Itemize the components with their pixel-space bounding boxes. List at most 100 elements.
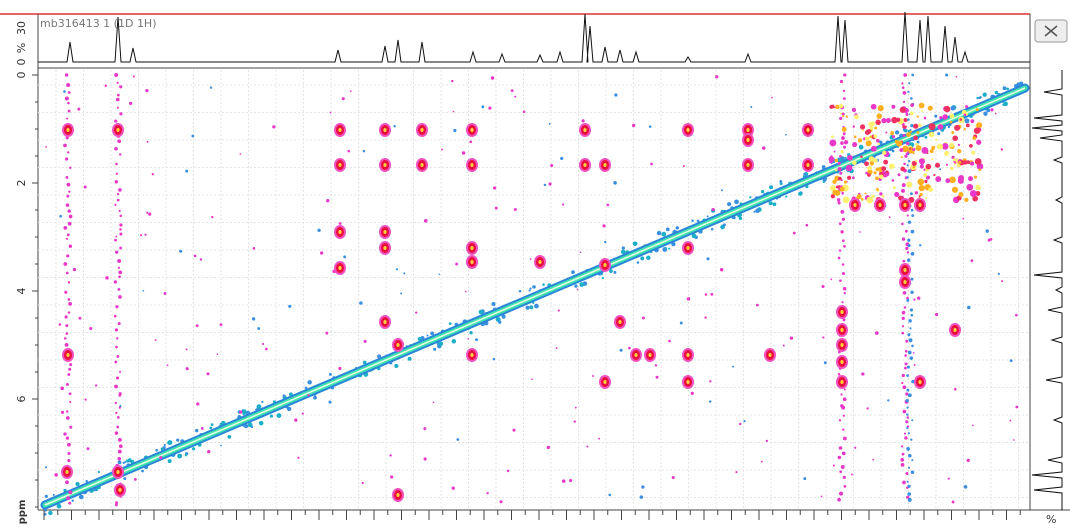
streak-dot (905, 112, 909, 116)
streak-dot (115, 411, 118, 415)
streak-dot (114, 180, 119, 184)
streak-dot (906, 413, 909, 416)
noise-dot (598, 437, 601, 440)
cluster-dot (906, 132, 911, 137)
noise-dot (264, 347, 268, 351)
streak-dot (902, 409, 907, 414)
streak-dot (67, 209, 71, 213)
streak-dot (839, 171, 843, 175)
noise-dot (939, 116, 943, 120)
noise-dot (735, 470, 738, 474)
streak-dot (901, 183, 906, 188)
noise-dot (347, 149, 351, 153)
streak-dot (69, 400, 72, 403)
contour-dot (528, 289, 531, 292)
streak-dot (114, 238, 117, 242)
cross-peak-core (66, 353, 70, 357)
streak-dot (64, 290, 68, 294)
cross-peak-core (338, 128, 342, 132)
cross-peak-core (338, 163, 342, 167)
cluster-dot (970, 161, 975, 166)
streak-dot (67, 91, 71, 94)
cluster-dot (958, 160, 962, 164)
noise-dot (755, 303, 759, 307)
contour-dot (924, 135, 928, 139)
cluster-dot (935, 138, 938, 142)
streak-dot (842, 132, 846, 136)
cluster-dot (871, 194, 875, 199)
cross-peak-core (470, 353, 474, 357)
noise-dot (211, 215, 214, 219)
streak-dot (117, 456, 122, 461)
contour-dot (52, 493, 55, 497)
cross-peak-core (338, 230, 342, 234)
noise-dot (467, 338, 470, 340)
cluster-dot (847, 155, 853, 161)
streak-dot (906, 164, 909, 167)
contour-dot (117, 460, 122, 465)
contour-dot (601, 277, 605, 280)
cluster-dot (973, 175, 978, 179)
streak-dot (839, 470, 843, 474)
cluster-dot (976, 139, 982, 145)
contour-dot (307, 380, 312, 385)
streak-dot (66, 194, 70, 198)
noise-dot (338, 366, 342, 371)
cross-peak-core (648, 353, 652, 357)
cluster-dot (927, 105, 933, 111)
cross-peak-core (686, 353, 690, 357)
streak-dot (906, 388, 910, 392)
noise-dot (128, 101, 133, 105)
streak-dot (115, 376, 120, 380)
noise-dot (987, 238, 991, 242)
noise-dot (650, 162, 653, 166)
noise-dot (216, 353, 219, 355)
cluster-dot (876, 113, 882, 119)
cluster-dot (917, 123, 922, 128)
noise-dot (550, 164, 554, 168)
noise-dot (343, 255, 347, 259)
streak-dot (118, 406, 121, 409)
cross-peak-core (383, 320, 387, 324)
noise-dot (288, 304, 292, 308)
noise-dot (492, 357, 496, 361)
noise-dot (395, 268, 399, 271)
cluster-dot (832, 179, 837, 184)
cross-peak-core (396, 343, 400, 347)
streak-dot (68, 190, 71, 193)
contour-dot (78, 494, 84, 500)
streak-dot (902, 134, 906, 137)
noise-dot (765, 439, 769, 443)
noise-dot (805, 223, 809, 227)
streak-dot (67, 442, 71, 447)
noise-dot (919, 244, 922, 247)
streak-dot (843, 145, 847, 149)
contour-dot (532, 285, 536, 289)
noise-dot (359, 301, 363, 305)
streak-dot (841, 136, 845, 140)
cluster-dot (894, 139, 899, 144)
streak-dot (66, 117, 69, 120)
streak-dot (67, 311, 71, 314)
cluster-dot (925, 175, 931, 180)
noise-dot (499, 500, 503, 504)
contour-dot (738, 216, 743, 221)
cross-peak-core (116, 470, 120, 474)
contours (40, 73, 1030, 516)
streak-dot (901, 452, 905, 456)
cluster-dot (952, 135, 958, 142)
contour-dot (430, 331, 435, 336)
cluster-dot (851, 107, 857, 113)
noise-dot (179, 249, 183, 253)
noise-dot (709, 400, 712, 403)
streak-dot (65, 436, 70, 440)
contour-dot (210, 423, 214, 427)
streak-dot (907, 333, 911, 337)
contour-dot (1002, 86, 1007, 91)
cluster-dot (913, 123, 919, 129)
cluster-dot (877, 105, 884, 112)
noise-dot (947, 477, 950, 480)
cluster-dot (830, 194, 836, 199)
